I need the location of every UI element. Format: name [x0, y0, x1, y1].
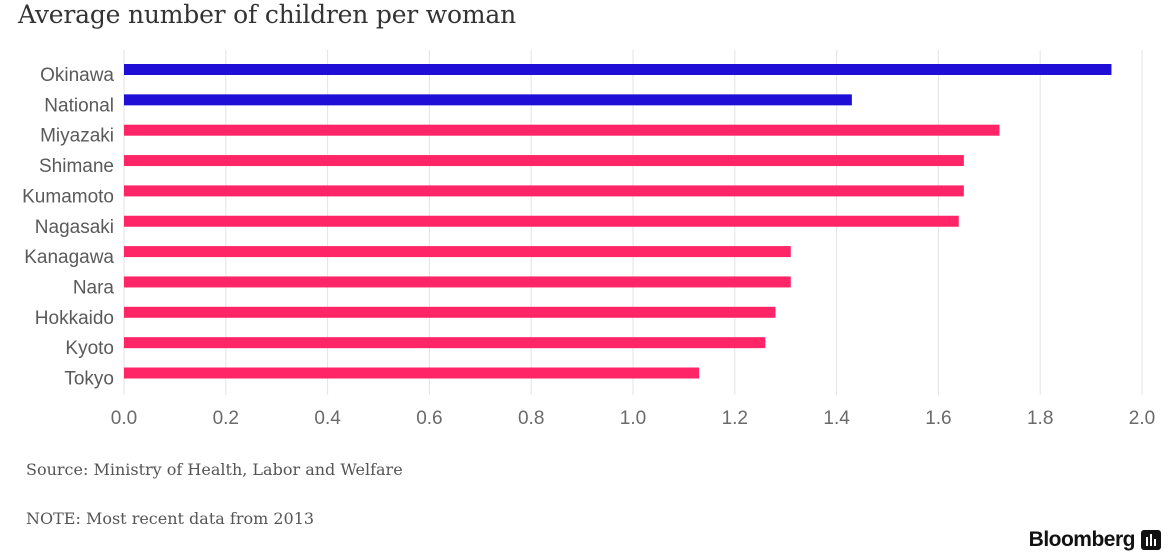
x-tick-labels: 0.0 0.2 0.4 0.6 0.8 1.0 1.2 1.4 1.6 1.8 2.0 [111, 408, 1155, 429]
bar-kumamoto [124, 185, 964, 197]
bar-nara [124, 276, 791, 288]
x-tick-label: 0.6 [416, 408, 442, 429]
bar-chart: Okinawa National Miyazaki Shimane Kumamoto Na… [22, 50, 1155, 429]
x-tick-label: 1.0 [620, 408, 646, 429]
category-label-kumamoto: Kumamoto [22, 186, 114, 207]
category-label-miyazaki: Miyazaki [40, 126, 114, 147]
category-label-kyoto: Kyoto [65, 338, 114, 359]
brand-name: Bloomberg [1028, 528, 1136, 551]
x-tick-label: 1.4 [823, 408, 850, 429]
category-label-national: National [44, 95, 114, 116]
bar-hokkaido [124, 306, 776, 318]
category-label-shimane: Shimane [39, 156, 114, 177]
x-tick-label: 1.8 [1027, 408, 1053, 429]
bar-tokyo [124, 367, 700, 379]
bar-chart-icon [1141, 530, 1161, 550]
category-labels: Okinawa National Miyazaki Shimane Kumamoto Na… [22, 65, 114, 390]
x-tick-label: 0.2 [213, 408, 239, 429]
bar-national [124, 94, 852, 106]
bar-nagasaki [124, 215, 959, 227]
x-tick-label: 2.0 [1129, 408, 1155, 429]
category-label-nagasaki: Nagasaki [35, 217, 114, 238]
bar-miyazaki [124, 124, 1000, 136]
x-tick-label: 0.0 [111, 408, 137, 429]
x-tick-label: 0.8 [518, 408, 544, 429]
category-label-kanagawa: Kanagawa [24, 247, 114, 268]
category-label-tokyo: Tokyo [64, 369, 114, 390]
category-label-nara: Nara [73, 277, 115, 298]
bar-kyoto [124, 337, 766, 349]
bar-kanagawa [124, 246, 791, 258]
category-label-hokkaido: Hokkaido [35, 308, 114, 329]
x-tick-label: 0.4 [314, 408, 341, 429]
bar-okinawa [124, 64, 1112, 75]
bars [124, 64, 1112, 379]
bar-shimane [124, 155, 964, 167]
source-note: Source: Ministry of Health, Labor and We… [26, 460, 403, 479]
x-tick-label: 1.2 [722, 408, 748, 429]
data-note: NOTE: Most recent data from 2013 [26, 509, 315, 528]
brand-logo: Bloomberg [1029, 528, 1161, 552]
category-label-okinawa: Okinawa [40, 65, 114, 86]
x-tick-label: 1.6 [925, 408, 951, 429]
chart-title: Average number of children per woman [18, 0, 516, 29]
